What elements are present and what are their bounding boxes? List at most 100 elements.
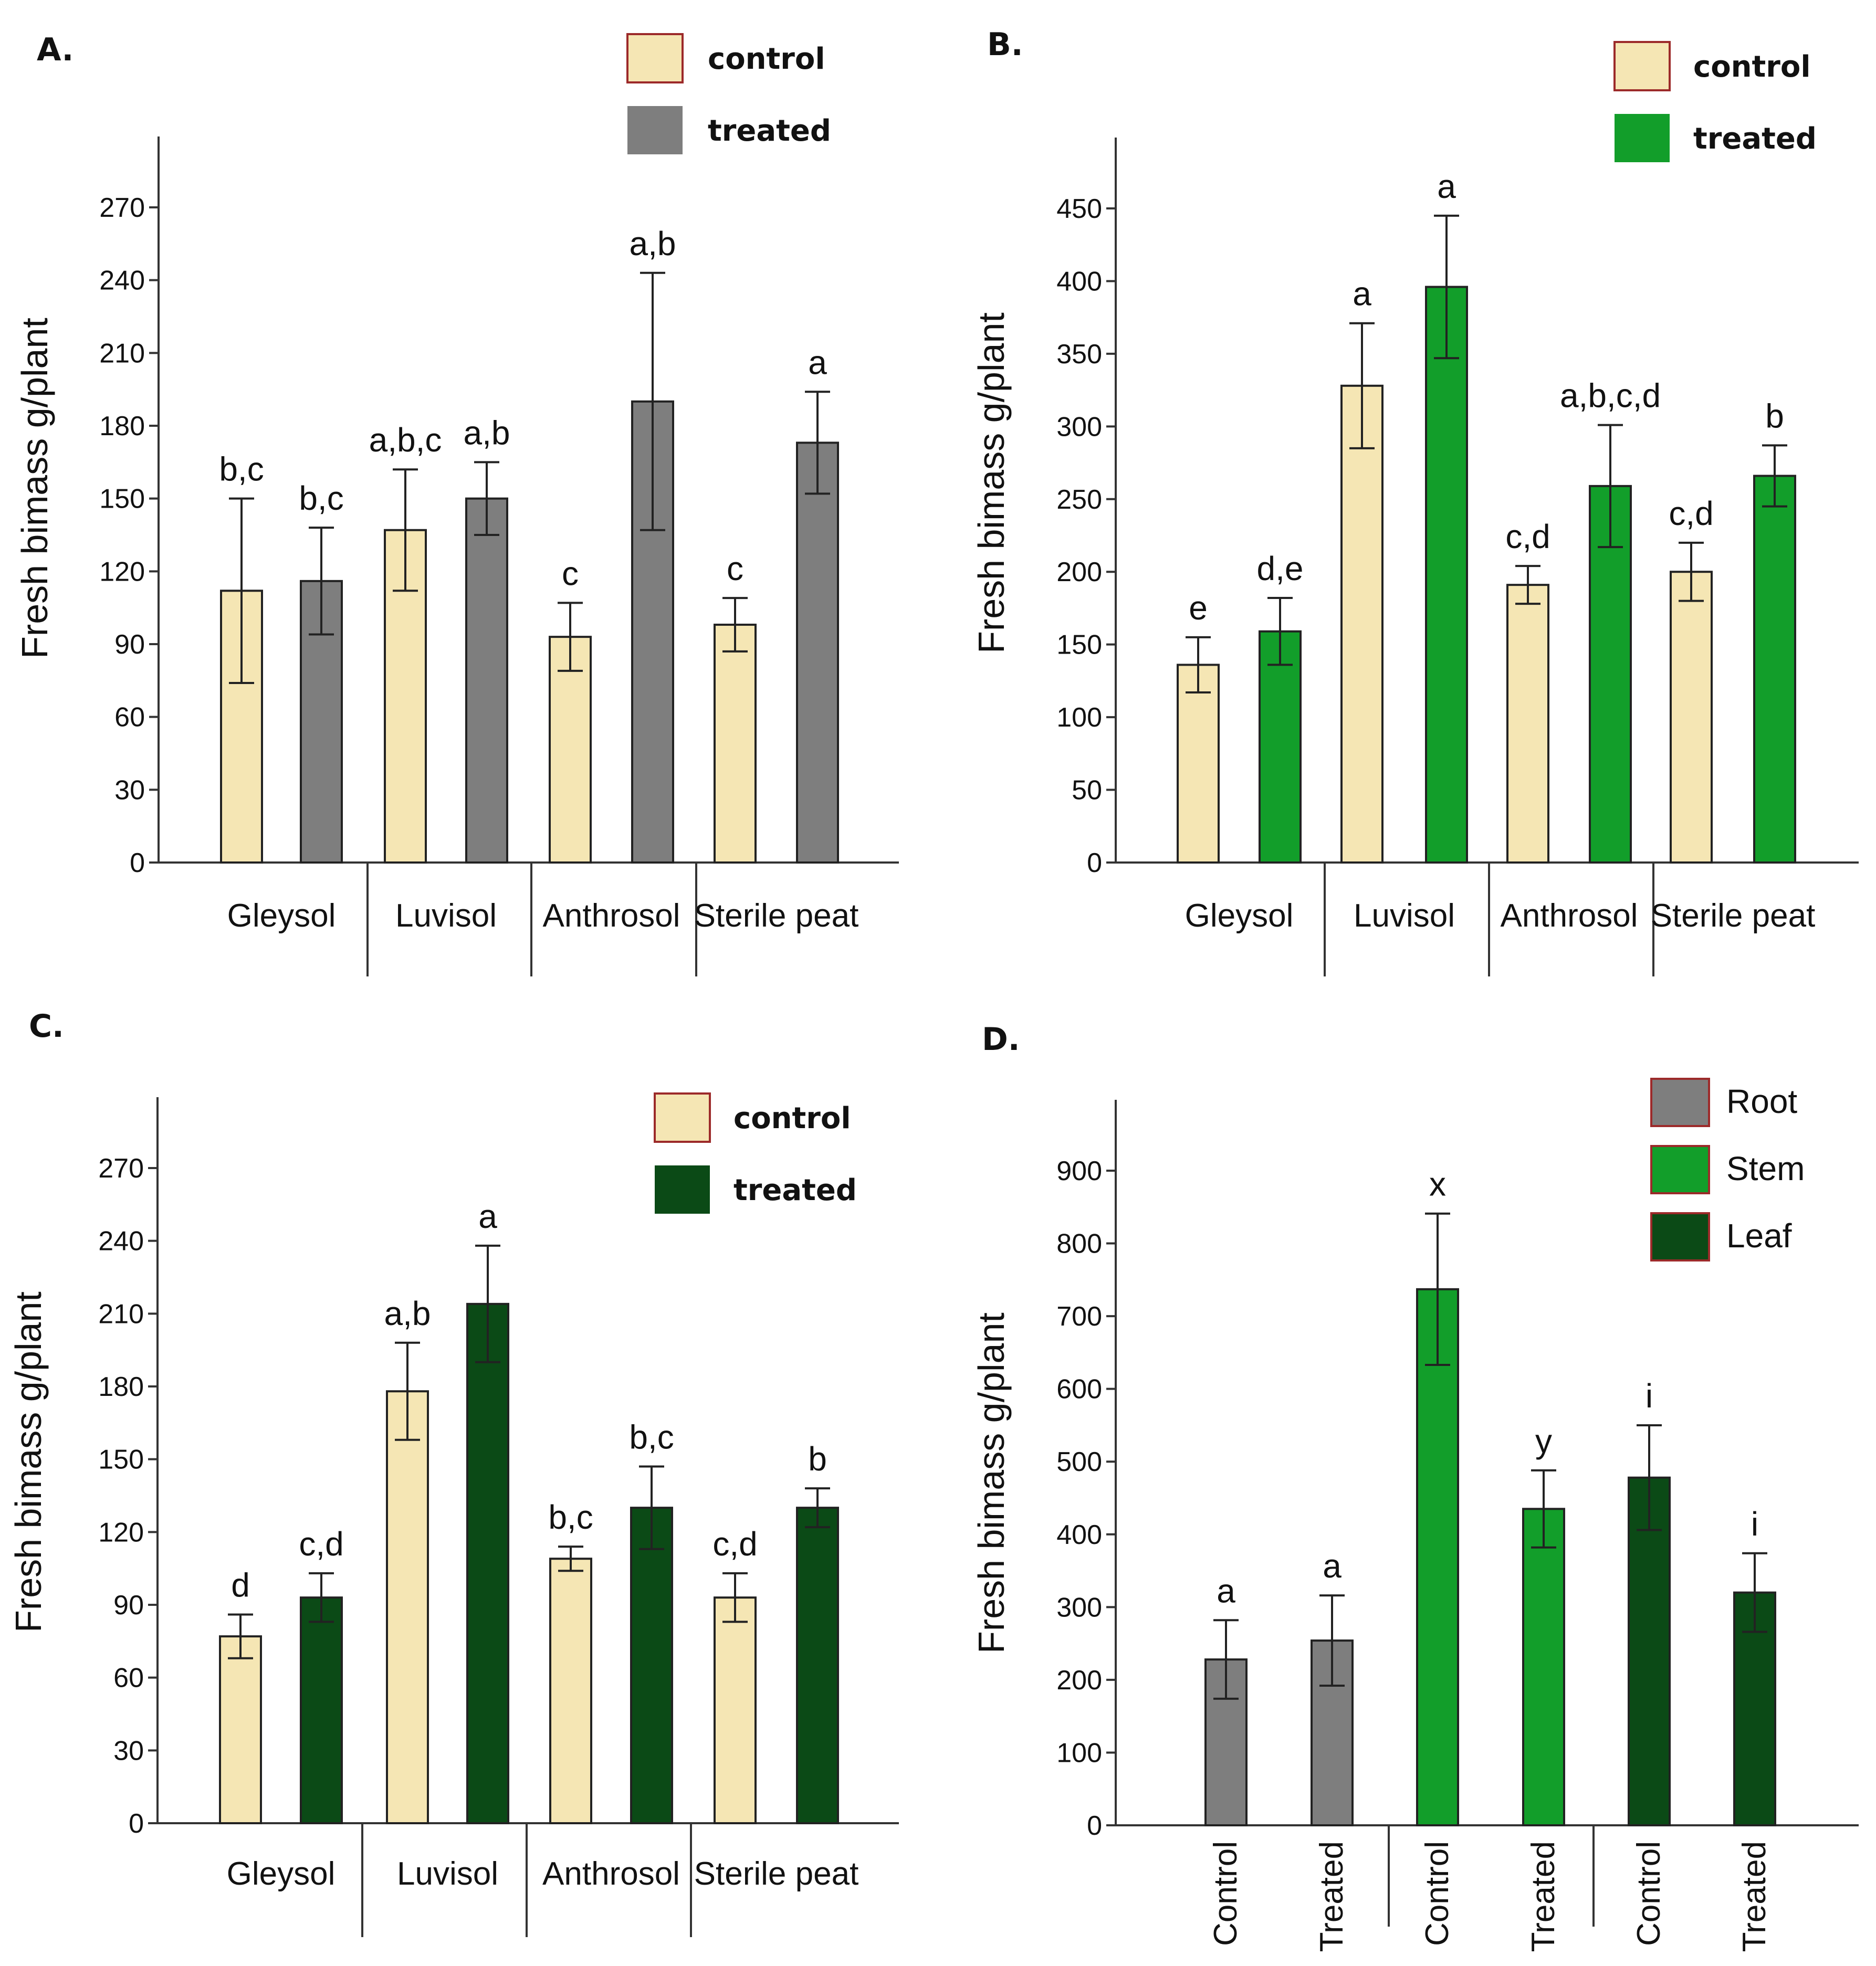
- y-axis-label: Fresh bimass g/plant: [8, 1291, 49, 1633]
- panel-a-label: A.: [37, 31, 74, 68]
- y-tick-label: 300: [1056, 412, 1102, 442]
- bar: [1425, 286, 1468, 864]
- y-tick-label: 150: [1056, 630, 1102, 660]
- legend-label: Root: [1726, 1082, 1797, 1120]
- bar: [300, 1596, 343, 1824]
- y-tick-label: 500: [1056, 1447, 1102, 1477]
- category-label: Sterile peat: [694, 1856, 859, 1892]
- significance-label: c: [562, 554, 579, 592]
- category-label: Anthrosol: [1501, 898, 1638, 934]
- significance-label: b,c: [219, 450, 264, 488]
- legend-swatch: [1613, 41, 1671, 91]
- y-tick-label: 270: [98, 1153, 144, 1184]
- y-tick-label: 240: [99, 266, 145, 296]
- bar: [714, 1596, 757, 1824]
- bar: [549, 1558, 592, 1824]
- bar: [465, 497, 508, 864]
- y-axis-label: Fresh bimass g/plant: [971, 1312, 1012, 1654]
- legend-swatch: [655, 1165, 710, 1214]
- y-tick-label: 60: [114, 702, 145, 733]
- legend-swatch: [1650, 1145, 1710, 1194]
- y-tick-label: 0: [129, 1809, 144, 1839]
- y-tick-label: 400: [1056, 1520, 1102, 1550]
- category-label: Luvisol: [397, 1856, 498, 1892]
- significance-label: a,b,c,d: [1560, 377, 1661, 415]
- significance-label: a: [1323, 1547, 1342, 1585]
- y-tick-label: 120: [98, 1517, 144, 1548]
- legend-swatch: [1650, 1078, 1710, 1127]
- bar: [466, 1302, 509, 1825]
- legend-swatch: [1615, 114, 1670, 162]
- y-tick-label: 900: [1056, 1156, 1102, 1186]
- bar: [386, 1390, 429, 1824]
- bar: [630, 1507, 673, 1824]
- legend-swatch: [626, 33, 684, 83]
- significance-label: a: [808, 343, 827, 381]
- y-tick-label: 200: [1056, 557, 1102, 587]
- y-tick-label: 700: [1056, 1301, 1102, 1332]
- y-tick-label: 180: [98, 1372, 144, 1402]
- bar: [1589, 485, 1632, 864]
- significance-label: b,c: [629, 1418, 674, 1456]
- category-label: Control: [1631, 1841, 1667, 1946]
- significance-label: c,d: [1505, 518, 1550, 555]
- significance-label: x: [1429, 1165, 1446, 1203]
- significance-label: c,d: [712, 1525, 757, 1563]
- y-tick-label: 30: [114, 775, 145, 805]
- legend-label: control: [1693, 50, 1811, 84]
- bar: [796, 1507, 839, 1824]
- significance-label: a,b: [384, 1295, 431, 1332]
- significance-label: y: [1535, 1422, 1552, 1460]
- panel-a: A. control treated 0 30 60 90 120 150 180 210 240…: [14, 31, 899, 976]
- panel-d: D. Root Stem Leaf 0 100 200 300 400 500 600 700 80…: [971, 1021, 1859, 1952]
- y-tick-label: 150: [98, 1445, 144, 1475]
- significance-label: c,d: [1669, 495, 1713, 532]
- bar: [1506, 584, 1549, 864]
- panel-b: B. control treated 0 50 100 150 200 250 300 350 4…: [971, 26, 1859, 976]
- category-label: Treated: [1525, 1841, 1561, 1952]
- y-axis-label: Fresh bimass g/plant: [971, 312, 1012, 654]
- y-tick-label: 450: [1056, 194, 1102, 224]
- category-label: Gleysol: [227, 898, 336, 934]
- y-tick-label: 210: [99, 338, 145, 369]
- legend-label: control: [733, 1101, 851, 1136]
- bar: [219, 1635, 262, 1824]
- y-tick-label: 210: [98, 1299, 144, 1329]
- significance-label: a: [1217, 1572, 1235, 1610]
- bar: [1522, 1508, 1565, 1827]
- y-tick-label: 350: [1056, 339, 1102, 370]
- y-axis-label: Fresh bimass g/plant: [14, 318, 55, 659]
- category-label: Control: [1208, 1841, 1244, 1946]
- bar: [796, 441, 839, 864]
- y-tick-label: 90: [114, 629, 145, 660]
- y-tick-label: 60: [113, 1663, 144, 1694]
- panel-c: C. control treated 0 30 60 90 120 150 180 210 240…: [8, 1008, 899, 1937]
- significance-label: b: [808, 1440, 827, 1478]
- significance-label: a,b,c: [369, 421, 442, 459]
- significance-label: d,e: [1257, 550, 1304, 587]
- y-tick-label: 50: [1072, 775, 1102, 806]
- significance-label: c: [727, 550, 743, 587]
- bar: [1340, 384, 1384, 864]
- significance-label: a: [478, 1197, 497, 1235]
- category-label: Anthrosol: [542, 1856, 680, 1892]
- legend-label: treated: [1693, 122, 1817, 156]
- category-label: Sterile peat: [1651, 898, 1816, 934]
- panel-c-legend: control treated: [654, 1092, 857, 1214]
- significance-label: b,c: [299, 479, 343, 517]
- y-tick-label: 300: [1056, 1592, 1102, 1623]
- significance-label: a,b: [630, 225, 676, 262]
- bar: [1628, 1476, 1671, 1826]
- y-tick-label: 400: [1056, 266, 1102, 297]
- category-label: Control: [1419, 1841, 1455, 1946]
- panel-d-chart: 0 100 200 300 400 500 600 700 800 900 Fresh bimass…: [971, 1100, 1859, 1952]
- y-tick-label: 200: [1056, 1665, 1102, 1696]
- y-tick-label: 800: [1056, 1229, 1102, 1259]
- bar: [1177, 664, 1220, 864]
- y-tick-label: 270: [99, 193, 145, 223]
- significance-label: a: [1353, 275, 1371, 313]
- legend-swatch: [1650, 1212, 1710, 1261]
- panel-d-label: D.: [982, 1021, 1020, 1058]
- y-tick-label: 0: [1087, 848, 1102, 878]
- legend-label: treated: [708, 114, 831, 148]
